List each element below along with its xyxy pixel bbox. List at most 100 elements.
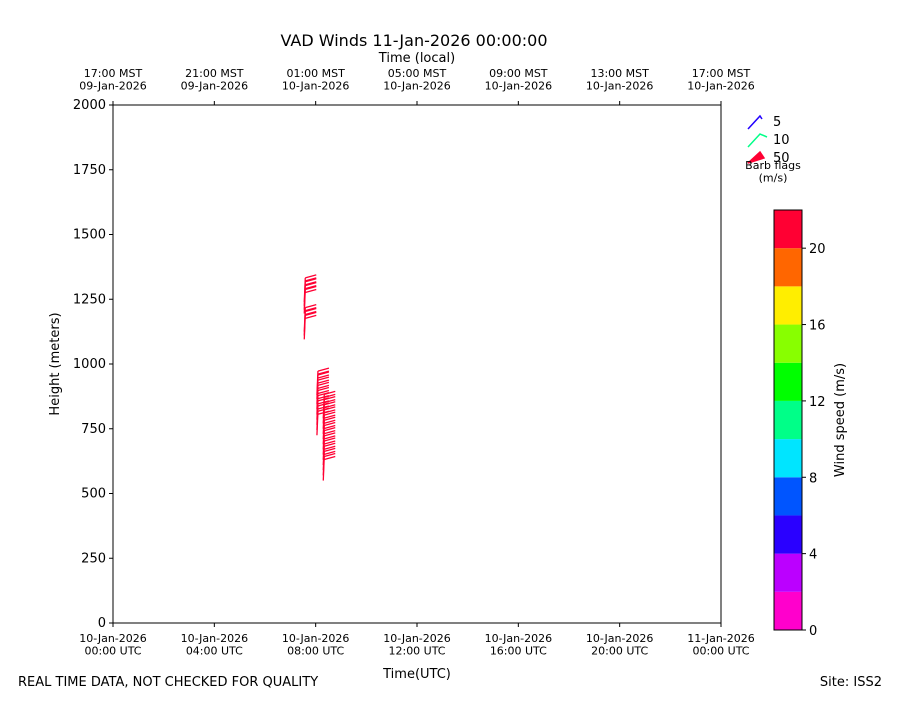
y-tick-label: 250 — [81, 551, 106, 566]
barb-full — [317, 376, 330, 381]
barb-full — [317, 371, 330, 376]
barb-full — [305, 303, 317, 309]
colorbar-tick-label: 8 — [809, 471, 817, 486]
top-x-tick-label: 09:00 MST 10-Jan-2026 — [485, 67, 553, 93]
chart-title: VAD Winds 11-Jan-2026 00:00:00 — [280, 31, 547, 50]
x-tick-label: 10-Jan-2026 16:00 UTC — [485, 632, 553, 658]
colorbar-tick-label: 12 — [809, 395, 826, 410]
barb-full — [324, 401, 336, 406]
barb-full — [305, 307, 317, 313]
barb-full — [324, 419, 336, 424]
legend-label: 50 — [773, 151, 790, 166]
barb-staff — [303, 277, 306, 302]
x-tick-label: 11-Jan-2026 00:00 UTC — [687, 632, 755, 658]
colorbar-frame — [773, 209, 803, 631]
x-tick-label: 10-Jan-2026 00:00 UTC — [79, 632, 147, 658]
wind-barb — [322, 447, 336, 476]
top-x-tick-label: 05:00 MST 10-Jan-2026 — [383, 67, 451, 93]
barb-full — [324, 414, 336, 419]
barb-full — [324, 393, 336, 399]
colorbar-bin — [774, 515, 802, 554]
barb-full — [324, 421, 336, 427]
colorbar-bin — [774, 477, 802, 516]
colorbar-bin — [774, 439, 802, 478]
barb-full — [324, 437, 336, 442]
x-tick-label: 10-Jan-2026 12:00 UTC — [383, 632, 451, 658]
barb-full — [305, 285, 317, 291]
site-label: Site: ISS2 — [820, 675, 882, 690]
barb-full — [324, 442, 336, 447]
barb-full — [305, 281, 317, 287]
legend-icon — [747, 133, 768, 148]
barb-full — [324, 435, 336, 440]
barb-staff — [322, 394, 325, 419]
footer-note: REAL TIME DATA, NOT CHECKED FOR QUALITY — [18, 675, 318, 690]
colorbar-bin — [774, 591, 802, 630]
wind-barb — [322, 452, 336, 481]
top-x-tick-label: 17:00 MST 10-Jan-2026 — [687, 67, 755, 93]
barb-legend-icons — [747, 114, 768, 164]
top-axis-label: Time (local) — [378, 51, 455, 66]
y-tick-label: 500 — [81, 487, 106, 502]
barb-full — [324, 424, 336, 430]
y-tick-label: 750 — [81, 422, 106, 437]
legend-label: 10 — [773, 133, 790, 148]
y-axis-label: Height (meters) — [48, 312, 63, 415]
x-tick-label: 10-Jan-2026 04:00 UTC — [181, 632, 249, 658]
barb-full — [324, 452, 336, 458]
top-x-tick-label: 17:00 MST 09-Jan-2026 — [79, 67, 147, 93]
wind-barb — [303, 274, 317, 302]
barb-full — [305, 278, 317, 283]
colorbar-bin — [774, 210, 802, 249]
colorbar-tick-label: 4 — [809, 548, 817, 563]
barb-full — [324, 406, 336, 411]
barb-full — [324, 427, 336, 432]
y-tick-label: 1000 — [73, 357, 106, 372]
barb-full — [317, 381, 330, 386]
y-tick-label: 2000 — [73, 98, 106, 113]
barb-full — [324, 432, 336, 437]
wind-barb — [303, 307, 317, 336]
barb-full — [305, 281, 317, 286]
barb-full — [305, 306, 317, 312]
legend-label: 5 — [773, 115, 781, 130]
colorbar-label: Wind speed (m/s) — [833, 363, 848, 477]
barb-full — [305, 288, 317, 294]
barb-full — [305, 311, 317, 317]
barb-full — [317, 374, 330, 379]
barb-full — [324, 395, 336, 401]
wind-barb — [322, 390, 336, 419]
legend-icon — [747, 114, 763, 130]
barb-full — [324, 409, 336, 414]
colorbar-bin — [774, 248, 802, 287]
barb-full — [324, 390, 336, 396]
x-tick-label: 10-Jan-2026 20:00 UTC — [586, 632, 654, 658]
legend-title: Barb flags (m/s) — [745, 159, 801, 185]
legend-icon — [747, 150, 766, 164]
barb-full — [324, 447, 336, 452]
barb-full — [305, 274, 317, 279]
barb-full — [317, 379, 330, 384]
colorbar-bin — [774, 324, 802, 363]
y-tick-label: 1750 — [73, 163, 106, 178]
colorbar-tick-label: 16 — [809, 319, 826, 334]
colorbar-bin — [774, 362, 802, 401]
barb-full — [324, 398, 336, 404]
barb-full — [324, 440, 336, 445]
y-tick-label: 1500 — [73, 228, 106, 243]
barb-full — [324, 455, 336, 461]
colorbar-bin — [774, 553, 802, 592]
barb-full — [324, 430, 336, 435]
barb-full — [317, 384, 330, 389]
wind-barb — [316, 367, 330, 396]
barb-full — [305, 314, 317, 320]
plot-frame — [112, 104, 722, 624]
barb-full — [305, 310, 317, 316]
wind-barb — [303, 303, 317, 332]
barb-full — [305, 284, 317, 290]
barb-full — [324, 450, 336, 455]
barb-full — [324, 445, 336, 450]
x-tick-label: 10-Jan-2026 08:00 UTC — [282, 632, 350, 658]
